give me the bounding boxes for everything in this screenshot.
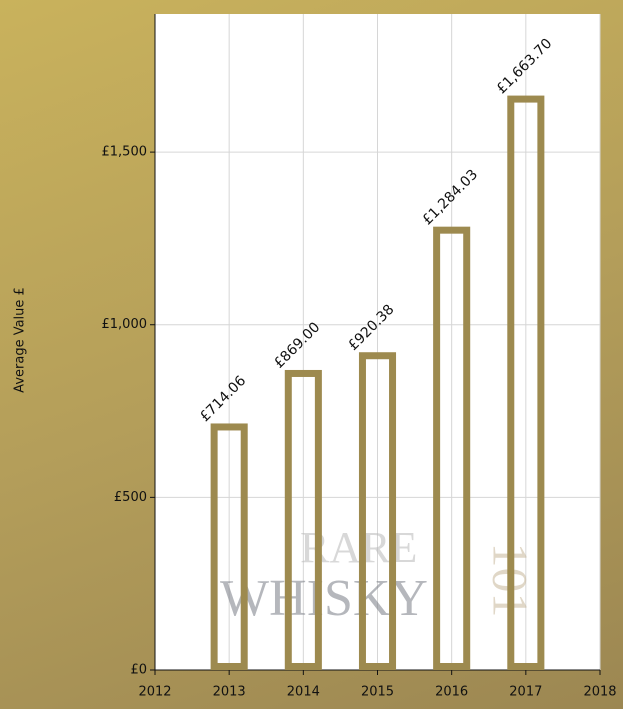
- y-tick-label: £0: [130, 663, 147, 678]
- x-tick-label: 2014: [287, 685, 320, 700]
- bar: [358, 352, 397, 670]
- y-tick-label: £1,500: [102, 145, 148, 160]
- x-tick-label: 2018: [583, 685, 616, 700]
- x-tick-label: 2015: [361, 685, 394, 700]
- x-tick-label: 2013: [213, 685, 246, 700]
- x-tick-label: 2012: [138, 685, 171, 700]
- bar: [284, 369, 322, 670]
- bar: [507, 95, 545, 670]
- grid: [154, 14, 601, 671]
- bar: [433, 226, 471, 670]
- watermark-text: WHISKY: [220, 570, 428, 627]
- y-axis-label: Average Value £: [13, 287, 28, 393]
- x-tick-label: 2016: [435, 685, 468, 700]
- bar: [210, 423, 248, 670]
- x-tick-label: 2017: [509, 685, 542, 700]
- y-tick-label: £500: [114, 490, 147, 505]
- y-tick-label: £1,000: [102, 317, 148, 332]
